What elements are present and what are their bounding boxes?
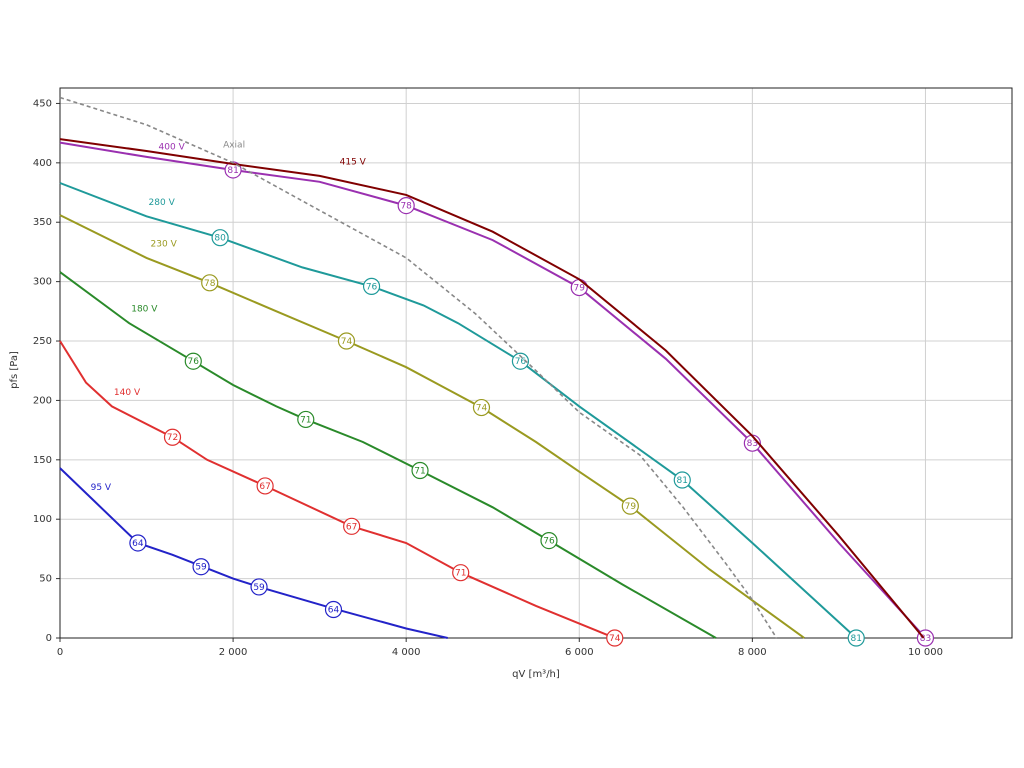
y-tick-label: 400 bbox=[33, 158, 52, 169]
sound-marker bbox=[129, 534, 147, 552]
sound-label: 76 bbox=[515, 357, 527, 367]
sound-label: 74 bbox=[341, 337, 353, 347]
sound-marker bbox=[256, 477, 274, 495]
sound-marker bbox=[297, 410, 315, 429]
y-tick-label: 450 bbox=[33, 98, 52, 109]
sound-label: 67 bbox=[259, 482, 270, 492]
sound-marker bbox=[673, 471, 691, 489]
sound-label: 76 bbox=[188, 357, 200, 367]
sound-label: 79 bbox=[574, 284, 586, 294]
sound-marker bbox=[250, 578, 268, 596]
series-line bbox=[59, 467, 448, 639]
series-line bbox=[59, 141, 927, 639]
sound-label: 67 bbox=[346, 522, 357, 532]
y-tick-label: 200 bbox=[33, 395, 52, 406]
x-tick-label: 8 000 bbox=[738, 647, 767, 658]
y-tick-label: 100 bbox=[33, 514, 52, 525]
series-label: 95 V bbox=[91, 483, 112, 493]
sound-label: 64 bbox=[132, 539, 144, 549]
x-tick-label: 4 000 bbox=[392, 647, 421, 658]
sound-label: 74 bbox=[609, 634, 621, 644]
sound-label: 78 bbox=[204, 279, 216, 289]
x-tick-label: 10 000 bbox=[908, 647, 943, 658]
series-label: 415 V bbox=[340, 157, 367, 167]
y-tick-label: 350 bbox=[33, 217, 52, 228]
sound-label: 80 bbox=[214, 234, 226, 244]
sound-marker bbox=[362, 277, 381, 295]
sound-marker bbox=[397, 197, 415, 215]
sound-marker bbox=[184, 352, 202, 370]
series-line bbox=[59, 96, 778, 639]
sound-marker bbox=[343, 517, 361, 535]
plot-border bbox=[59, 87, 1013, 639]
sound-marker bbox=[606, 629, 624, 647]
y-axis-label: pfs [Pa] bbox=[9, 351, 20, 389]
sound-marker bbox=[411, 461, 429, 480]
sound-label: 72 bbox=[167, 433, 178, 443]
sound-marker bbox=[540, 531, 558, 550]
sound-marker bbox=[192, 558, 210, 576]
sound-label: 83 bbox=[747, 439, 758, 449]
sound-label: 79 bbox=[625, 502, 637, 512]
sound-label: 76 bbox=[543, 537, 555, 547]
sound-marker bbox=[472, 398, 491, 417]
series-line bbox=[59, 182, 857, 639]
sound-label: 64 bbox=[328, 605, 340, 615]
x-tick-label: 2 000 bbox=[219, 647, 248, 658]
sound-label: 71 bbox=[300, 415, 311, 425]
y-tick-label: 150 bbox=[33, 455, 52, 466]
y-tick-label: 50 bbox=[39, 574, 52, 585]
sound-label: 81 bbox=[677, 476, 688, 486]
series-label: 140 V bbox=[114, 388, 141, 398]
series-label: 280 V bbox=[149, 198, 176, 208]
series-line bbox=[59, 214, 805, 639]
series-line bbox=[59, 340, 616, 639]
sound-marker bbox=[211, 229, 229, 247]
series-line bbox=[59, 271, 717, 639]
sound-label: 81 bbox=[227, 166, 238, 176]
sound-marker bbox=[621, 497, 639, 515]
sound-label: 76 bbox=[366, 282, 378, 292]
x-axis-label: qV [m³/h] bbox=[512, 669, 560, 680]
y-tick-label: 0 bbox=[46, 633, 52, 644]
x-tick-label: 0 bbox=[57, 647, 63, 658]
sound-label: 59 bbox=[195, 563, 207, 573]
sound-label: 78 bbox=[400, 202, 412, 212]
sound-marker bbox=[163, 428, 182, 446]
sound-marker bbox=[847, 629, 865, 647]
y-tick-label: 250 bbox=[33, 336, 52, 347]
series-label: 180 V bbox=[131, 305, 158, 315]
sound-marker bbox=[337, 332, 356, 350]
sound-marker bbox=[201, 274, 219, 292]
sound-marker bbox=[324, 600, 343, 619]
series-line bbox=[59, 138, 925, 639]
sound-label: 81 bbox=[850, 634, 861, 644]
sound-label: 59 bbox=[253, 583, 265, 593]
series-label: 400 V bbox=[159, 142, 186, 152]
sound-marker bbox=[511, 352, 530, 370]
sound-marker bbox=[452, 564, 470, 582]
series-label: Axial bbox=[223, 140, 245, 150]
x-tick-label: 6 000 bbox=[565, 647, 594, 658]
sound-label: 74 bbox=[476, 404, 488, 414]
sound-label: 71 bbox=[455, 569, 466, 579]
series-label: 230 V bbox=[151, 239, 178, 249]
sound-label: 83 bbox=[920, 634, 931, 644]
sound-label: 71 bbox=[414, 467, 425, 477]
y-tick-label: 300 bbox=[33, 277, 52, 288]
